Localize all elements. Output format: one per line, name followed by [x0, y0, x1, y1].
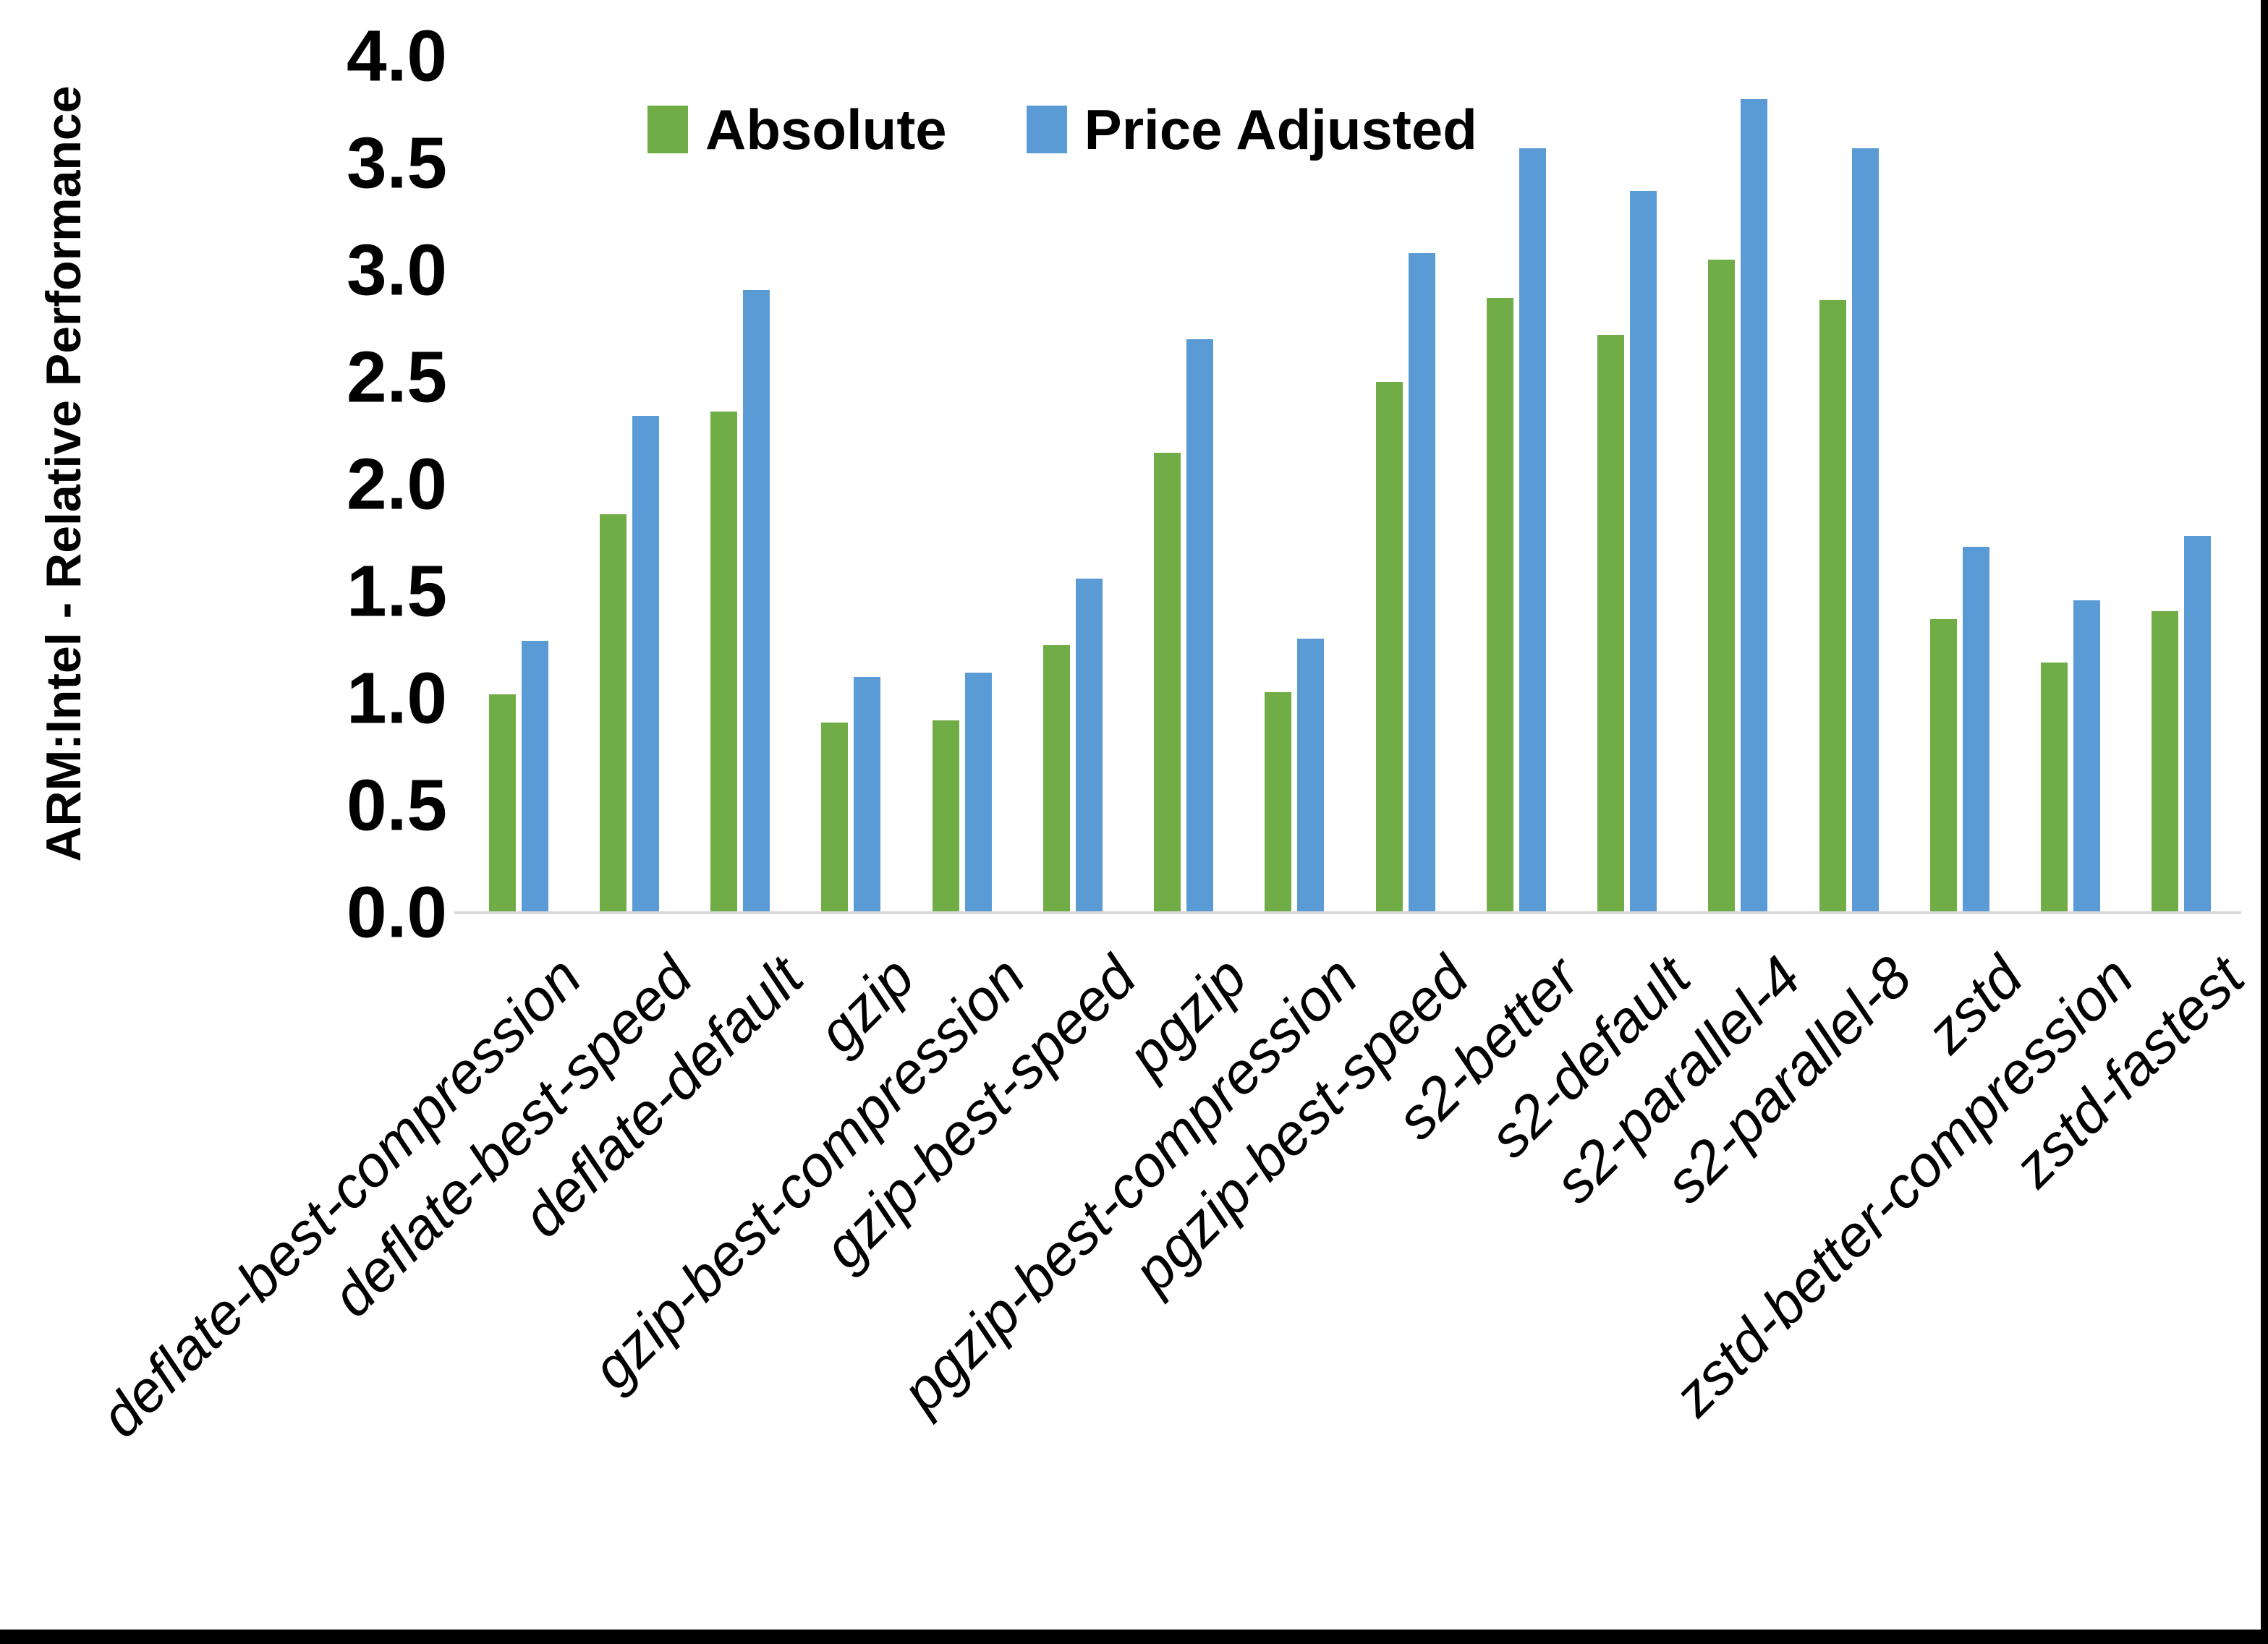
bar-price-adjusted	[743, 289, 770, 913]
bar-price-adjusted	[1519, 148, 1546, 913]
bar-absolute	[1708, 260, 1736, 913]
bar-absolute	[710, 412, 738, 913]
bar-price-adjusted	[1741, 99, 1768, 913]
screenshot-bottom-edge	[0, 1630, 2268, 1644]
bar-absolute	[821, 722, 849, 913]
y-tick-label: 2.5	[346, 336, 447, 418]
bar-absolute	[1929, 619, 1957, 913]
bar-absolute	[1486, 298, 1513, 913]
y-tick-label: 3.5	[346, 122, 447, 204]
bar-absolute	[932, 720, 959, 913]
bar-absolute	[1819, 300, 1846, 913]
legend-item-absolute: Absolute	[647, 101, 947, 158]
bar-absolute	[1154, 452, 1181, 913]
bar-price-adjusted	[1075, 579, 1103, 913]
bar-absolute	[2041, 662, 2068, 913]
bar-absolute	[1375, 381, 1403, 913]
y-tick-label: 4.0	[346, 15, 447, 97]
legend-swatch-price-adjusted	[1026, 106, 1067, 153]
y-tick-label: 0.5	[346, 764, 447, 846]
bar-absolute	[1265, 692, 1292, 913]
y-axis-title: ARM:Intel - Relative Performance	[36, 85, 91, 862]
bar-price-adjusted	[2184, 536, 2212, 913]
bar-price-adjusted	[1962, 546, 1989, 913]
bar-price-adjusted	[1408, 253, 1435, 913]
y-tick-label: 1.5	[346, 550, 447, 632]
bar-price-adjusted	[854, 677, 881, 913]
x-axis-baseline	[454, 911, 2241, 914]
bar-absolute	[2152, 610, 2179, 913]
bar-price-adjusted	[964, 673, 992, 913]
legend: Absolute Price Adjusted	[647, 101, 1477, 158]
y-tick-label: 3.0	[346, 229, 447, 311]
bar-absolute	[488, 694, 516, 913]
y-tick-label: 0.0	[346, 872, 447, 953]
legend-swatch-absolute	[647, 106, 688, 153]
y-tick-label: 1.0	[346, 657, 447, 739]
bar-absolute	[1042, 645, 1070, 913]
bar-absolute	[599, 514, 627, 913]
legend-item-price-adjusted: Price Adjusted	[1026, 98, 1477, 161]
bar-price-adjusted	[521, 641, 548, 913]
screenshot-right-edge	[2261, 0, 2268, 1644]
legend-label-absolute: Absolute	[705, 98, 947, 161]
bar-price-adjusted	[632, 416, 659, 913]
bar-absolute	[1597, 334, 1625, 913]
bar-price-adjusted	[1630, 191, 1657, 913]
bar-price-adjusted	[2073, 600, 2101, 913]
bar-price-adjusted	[1186, 338, 1214, 913]
bar-price-adjusted	[1297, 639, 1325, 913]
legend-label-price-adjusted: Price Adjusted	[1084, 98, 1477, 161]
y-tick-label: 2.0	[346, 443, 447, 525]
bar-price-adjusted	[1851, 148, 1879, 913]
